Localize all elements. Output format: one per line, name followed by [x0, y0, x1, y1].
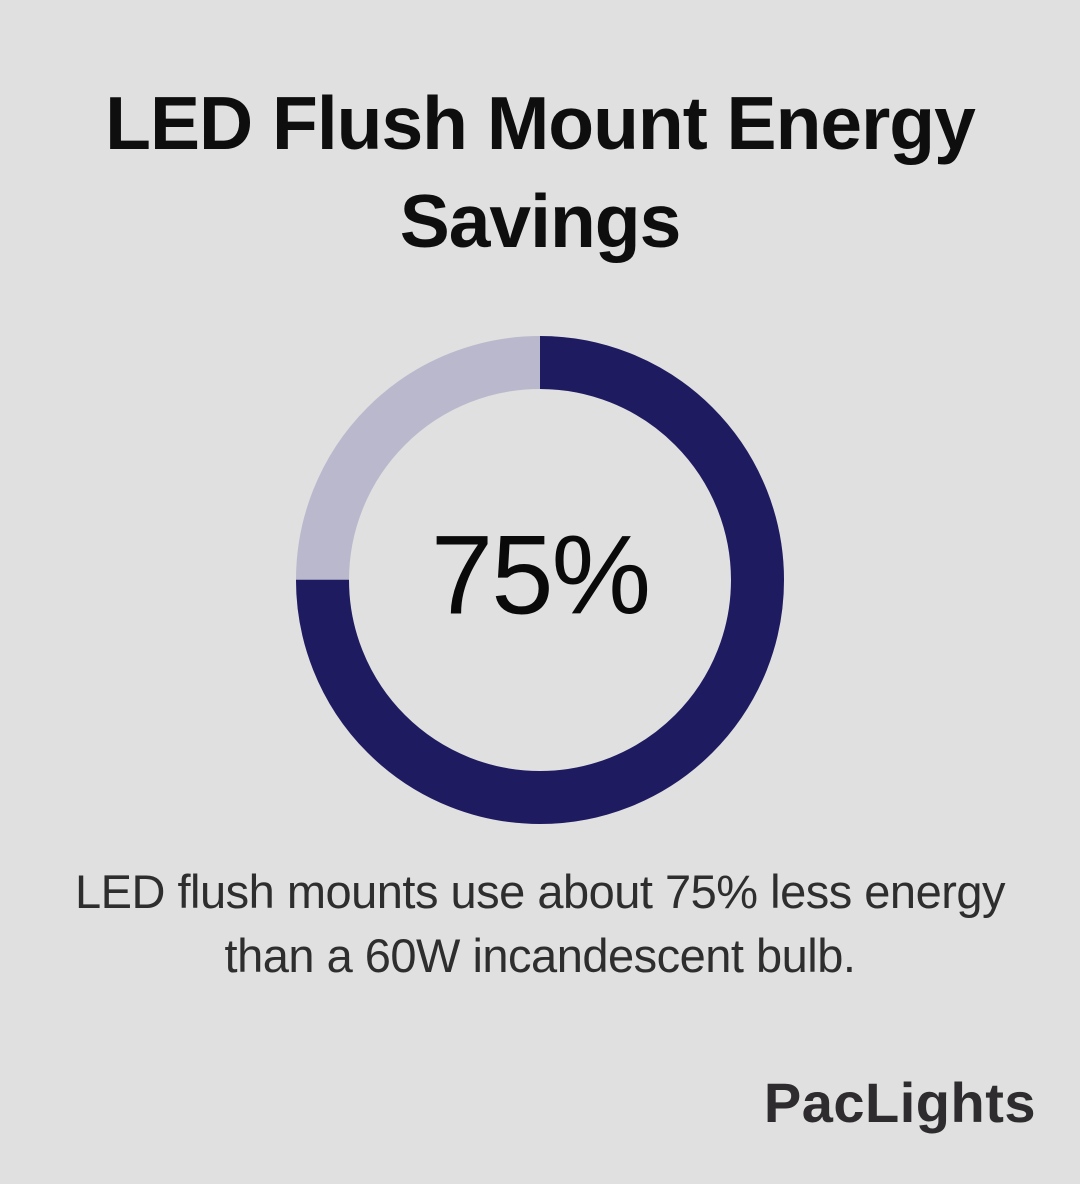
donut-chart: 75% [296, 336, 784, 824]
donut-svg [296, 336, 784, 824]
donut-center-value: 75% [430, 512, 651, 638]
brand-logo: PacLights [763, 1071, 1036, 1134]
caption-line-1: LED flush mounts use about 75% less ener… [75, 865, 1006, 918]
caption-text: LED flush mounts use about 75% less ener… [0, 860, 1080, 988]
page-title: LED Flush Mount Energy Savings [105, 81, 976, 263]
caption-line-2: than a 60W incandescent bulb. [224, 929, 856, 982]
donut-value-segment [296, 336, 784, 824]
